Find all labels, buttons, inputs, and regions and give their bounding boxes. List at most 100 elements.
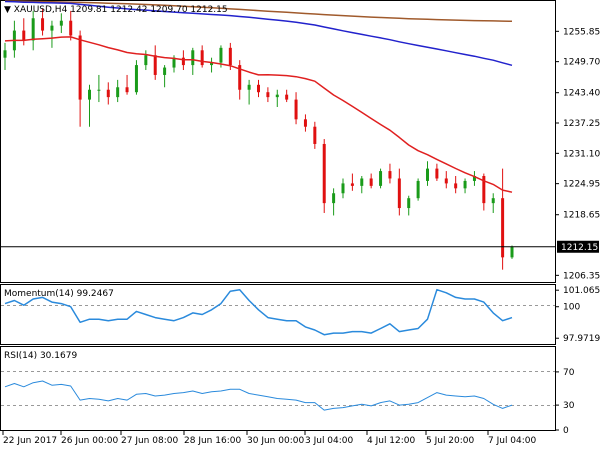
candle-bullish: [416, 180, 420, 199]
candle-bearish: [397, 178, 401, 209]
candle-bearish: [41, 18, 45, 31]
candle-bullish: [210, 62, 214, 66]
momentum-tick-label: 100: [563, 303, 580, 313]
momentum-tick-label: 97.9719: [563, 334, 600, 344]
rsi-line: [4, 380, 513, 411]
candle-bullish: [172, 57, 176, 68]
momentum-panel-border: [0, 284, 556, 345]
momentum-line: [4, 288, 513, 336]
time-tick-label: 27 Jun 08:00: [121, 436, 178, 446]
price-axis: 1255.85 1249.70 1243.40 1237.25 1231.10 1224.…: [555, 27, 600, 281]
symbol-title: ▼ XAUUSD,H4 1209.81 1212.42 1209.70 1212…: [4, 5, 228, 15]
time-axis: 22 Jun 2017 26 Jun 00:00 27 Jun 08:00 28 Ju…: [2, 431, 537, 446]
candle-bullish: [332, 193, 336, 204]
rsi-tick-label: 30: [563, 401, 575, 411]
time-tick-label: 30 Jun 00:00: [247, 436, 304, 446]
candle-bearish: [501, 198, 505, 258]
candle-bullish: [50, 25, 54, 31]
momentum-label: Momentum(14) 99.2467: [4, 289, 114, 299]
price-tick-label: 1255.85: [563, 27, 600, 37]
candle-bullish: [510, 246, 514, 258]
candle-bearish: [228, 47, 232, 66]
candle-bearish: [294, 99, 298, 120]
price-tick-label: 1243.40: [563, 89, 600, 99]
price-tick-label: 1224.95: [563, 180, 600, 190]
candle-bullish: [59, 20, 63, 26]
candlestick-series: [3, 8, 514, 270]
time-tick-label: 3 Jul 04:00: [305, 436, 354, 446]
time-tick-label: 26 Jun 00:00: [61, 436, 118, 446]
sma-slow-line: [4, 0, 513, 23]
candle-bullish: [426, 168, 429, 181]
candle-bullish: [491, 198, 495, 204]
candle-bullish: [472, 176, 476, 181]
momentum-axis: 101.0655 100 97.9719: [555, 286, 600, 344]
rsi-axis: 70 30 0: [555, 368, 575, 436]
sma-mid-line: [4, 0, 513, 67]
candle-bearish: [388, 171, 392, 179]
candle-bearish: [454, 183, 458, 189]
candle-bearish: [153, 55, 157, 75]
candle-bullish: [341, 183, 345, 194]
candle-bearish: [106, 89, 110, 98]
ohlc-readout: 1209.81 1212.42 1209.70 1212.15: [70, 5, 227, 15]
candle-bullish: [3, 50, 7, 58]
candle-bullish: [134, 65, 138, 93]
sma-fast-series: [4, 36, 513, 193]
candle-bearish: [125, 87, 129, 93]
time-tick-label: 28 Jun 16:00: [184, 436, 241, 446]
time-tick-label: 5 Jul 20:00: [426, 436, 475, 446]
candle-bullish: [97, 89, 101, 91]
candle-bearish: [22, 30, 26, 41]
momentum-tick-label: 101.0655: [563, 286, 600, 296]
candle-bullish: [191, 50, 195, 66]
chart-frame: [0, 0, 556, 431]
price-panel-border: [0, 0, 556, 283]
time-tick-label: 7 Jul 04:00: [488, 436, 537, 446]
current-price-label: 1212.15: [561, 243, 598, 253]
candle-bearish: [285, 94, 289, 100]
candle-bullish: [247, 84, 251, 90]
candle-bearish: [200, 50, 204, 66]
time-tick-label: 22 Jun 2017: [3, 436, 57, 446]
candle-bearish: [482, 176, 486, 204]
candle-bullish: [144, 55, 148, 66]
candle-bullish: [463, 180, 467, 189]
candle-bearish: [444, 178, 448, 184]
candle-bearish: [350, 183, 354, 186]
candle-bullish: [219, 47, 223, 63]
candle-bearish: [322, 143, 326, 204]
candle-bullish: [379, 171, 383, 186]
price-tick-label: 1231.10: [563, 149, 600, 159]
symbol-label: XAUUSD,H4: [14, 5, 68, 15]
rsi-series: [4, 380, 513, 411]
candle-bullish: [407, 198, 411, 209]
time-tick-label: 4 Jul 12:00: [367, 436, 416, 446]
candle-bearish: [78, 35, 82, 100]
symbol-marker-icon: ▼: [4, 5, 14, 15]
candle-bearish: [238, 65, 242, 90]
candle-bearish: [313, 126, 317, 144]
rsi-tick-label: 70: [563, 368, 575, 378]
candle-bearish: [303, 119, 307, 127]
candle-bearish: [257, 84, 260, 93]
price-tick-label: 1237.25: [563, 119, 600, 129]
candle-bearish: [435, 168, 439, 179]
price-tick-label: 1218.65: [563, 211, 600, 221]
rsi-panel-border: [0, 346, 556, 431]
candle-bearish: [181, 57, 185, 66]
candle-bearish: [69, 20, 73, 36]
candle-bullish: [88, 89, 91, 100]
sma-mid-series: [4, 0, 513, 67]
reference-lines: [1, 305, 555, 406]
candle-bearish: [266, 92, 270, 98]
price-tick-label: 1249.70: [563, 58, 600, 68]
momentum-series: [4, 288, 513, 336]
candle-bullish: [163, 67, 167, 75]
candle-bearish: [369, 178, 373, 186]
candle-bullish: [116, 87, 120, 98]
price-tick-label: 1206.35: [563, 271, 600, 281]
current-price-box: [557, 240, 599, 253]
sma-fast-line: [4, 36, 513, 193]
